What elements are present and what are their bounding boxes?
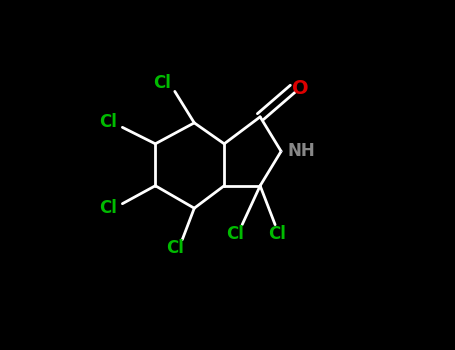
- Text: Cl: Cl: [166, 239, 184, 257]
- Text: N: N: [281, 151, 282, 152]
- Text: O: O: [292, 79, 309, 98]
- Text: Cl: Cl: [226, 225, 243, 243]
- Text: Cl: Cl: [99, 113, 117, 131]
- Text: Cl: Cl: [153, 74, 171, 92]
- Text: Cl: Cl: [99, 199, 117, 217]
- Text: Cl: Cl: [268, 225, 287, 243]
- Text: NH: NH: [288, 142, 315, 160]
